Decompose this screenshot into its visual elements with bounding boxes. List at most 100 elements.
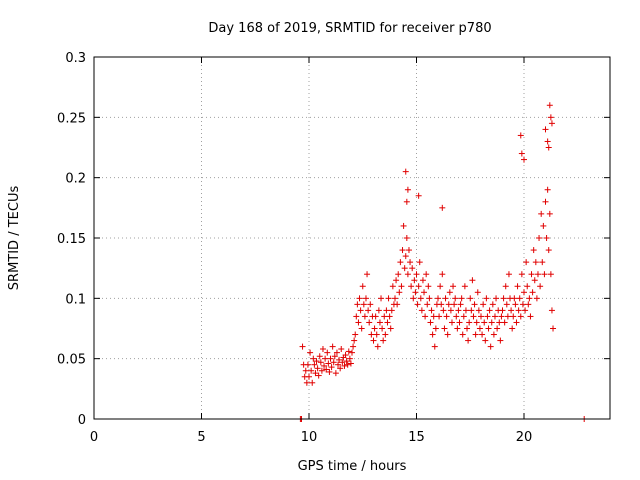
data-point (521, 156, 527, 163)
data-point (332, 370, 339, 377)
data-point (544, 186, 551, 193)
data-point (345, 348, 352, 355)
data-point (415, 283, 422, 290)
data-point (318, 367, 325, 374)
data-point (527, 313, 534, 320)
data-point (418, 307, 425, 314)
x-axis-label: GPS time / hours (298, 459, 407, 474)
plot-frame (93, 56, 611, 420)
data-point (425, 283, 432, 290)
data-point (446, 289, 453, 296)
data-point (303, 379, 310, 386)
data-point (435, 295, 441, 302)
data-point (447, 307, 454, 314)
data-point (322, 355, 329, 362)
data-point (404, 186, 411, 193)
data-point (421, 289, 428, 296)
data-point (539, 259, 546, 266)
data-point (382, 331, 389, 338)
data-point (456, 319, 463, 326)
data-series-srmtid (297, 102, 588, 422)
data-point (509, 325, 516, 332)
data-point (424, 301, 431, 308)
data-point (548, 120, 555, 127)
x-tick-label: 10 (301, 430, 318, 445)
data-point (491, 313, 498, 320)
data-point (512, 301, 519, 308)
data-point (474, 289, 481, 296)
data-point (502, 283, 509, 290)
data-point (521, 289, 527, 296)
data-point (354, 301, 361, 308)
data-point (461, 283, 468, 290)
data-point (466, 319, 473, 326)
data-point (483, 295, 490, 302)
data-point (342, 352, 349, 359)
data-point (402, 168, 409, 175)
data-point (486, 307, 493, 314)
data-point (517, 132, 524, 139)
data-point (430, 313, 437, 320)
data-point (484, 313, 491, 320)
data-point (304, 361, 311, 368)
data-point (325, 360, 332, 367)
data-point (519, 301, 526, 308)
data-point (380, 337, 387, 344)
data-point (360, 301, 367, 308)
data-point (536, 235, 543, 241)
data-point (485, 325, 492, 332)
data-point (440, 307, 447, 314)
data-point (323, 366, 330, 373)
data-point (330, 359, 337, 366)
y-tick-label: 0.1 (65, 292, 86, 307)
data-point (375, 307, 382, 314)
data-point (500, 295, 507, 302)
data-point (504, 313, 511, 320)
data-point (472, 331, 479, 338)
data-point (489, 301, 496, 308)
grid-lines (94, 57, 610, 419)
data-point (537, 283, 544, 290)
data-point (394, 301, 401, 308)
data-point (313, 358, 320, 365)
data-point (388, 307, 395, 314)
data-point (458, 295, 465, 302)
y-tick-label: 0.25 (57, 111, 86, 126)
data-point (487, 343, 494, 350)
data-point (479, 331, 486, 338)
data-point (378, 295, 385, 302)
data-point (356, 295, 363, 302)
data-point (499, 307, 506, 314)
data-point (321, 362, 328, 369)
data-point (517, 313, 524, 320)
data-point (386, 313, 393, 320)
data-point (545, 247, 552, 254)
data-point (426, 295, 433, 302)
y-tick-label: 0.2 (65, 172, 86, 187)
data-point (493, 295, 500, 302)
data-point (465, 337, 472, 344)
data-point (333, 349, 340, 356)
data-point (542, 126, 549, 133)
y-tick-label: 0.15 (57, 232, 86, 247)
data-point (432, 325, 439, 332)
data-point (383, 307, 390, 314)
data-point (338, 346, 345, 353)
data-point (480, 301, 487, 308)
data-point (361, 313, 368, 320)
data-point (400, 222, 407, 229)
data-point (436, 313, 443, 320)
data-point (362, 295, 369, 302)
data-point (376, 319, 383, 326)
data-point (419, 277, 426, 284)
data-point (384, 319, 391, 326)
data-point (393, 277, 400, 284)
data-point (352, 331, 359, 338)
data-point (525, 301, 532, 308)
data-point (423, 271, 430, 278)
data-point (529, 289, 536, 296)
data-point (407, 259, 414, 266)
data-point (475, 307, 482, 314)
data-point (464, 325, 471, 332)
